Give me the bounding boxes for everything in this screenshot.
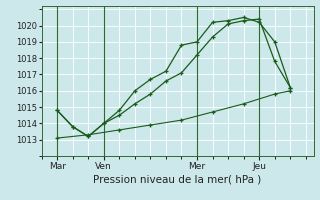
X-axis label: Pression niveau de la mer( hPa ): Pression niveau de la mer( hPa ): [93, 175, 262, 185]
